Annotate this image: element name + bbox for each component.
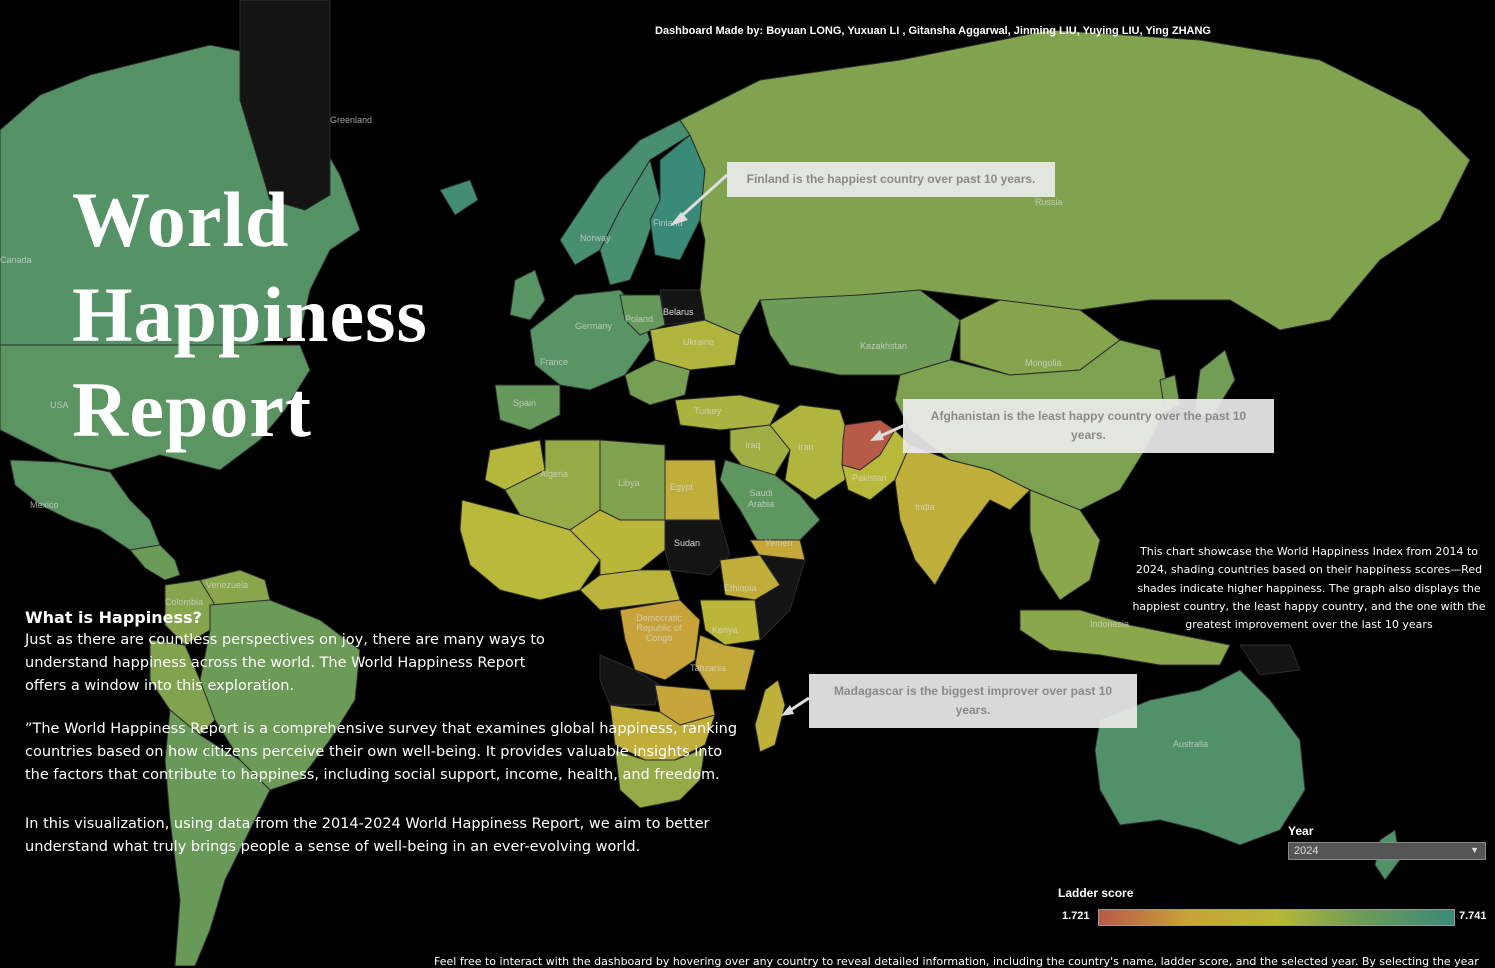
country-se-asia[interactable] [1029, 489, 1101, 601]
legend-color-ramp [1098, 909, 1455, 926]
country-kazakhstan[interactable] [759, 289, 961, 376]
country-libya[interactable] [599, 439, 666, 521]
year-filter-label: Year [1288, 824, 1314, 838]
country-sudan[interactable] [664, 519, 731, 576]
country-angola[interactable] [599, 654, 661, 706]
chart-description: This chart showcase the World Happiness … [1132, 545, 1486, 632]
country-south-america-south[interactable] [164, 709, 271, 966]
country-kenya[interactable] [699, 599, 761, 646]
title-line: World [72, 176, 290, 263]
country-central-america[interactable] [129, 544, 181, 581]
finland-arrow [673, 173, 729, 224]
country-drc[interactable] [619, 599, 701, 681]
madagascar-arrowhead [781, 705, 794, 716]
country-russia[interactable] [679, 29, 1471, 336]
dashboard-credits: Dashboard Made by: Boyuan LONG, Yuxuan L… [655, 25, 1211, 37]
country-norway[interactable] [559, 119, 691, 266]
country-greenland[interactable] [239, 0, 331, 211]
intro-paragraph: In this visualization, using data from t… [25, 816, 710, 855]
country-uk[interactable] [509, 269, 546, 321]
country-southern-africa[interactable] [609, 704, 716, 761]
page-title: World Happiness Report [72, 172, 428, 457]
country-iran[interactable] [769, 404, 851, 501]
country-tanzania[interactable] [694, 634, 756, 691]
intro-heading: What is Happiness? [25, 608, 202, 627]
country-usa[interactable] [0, 344, 311, 471]
country-spain[interactable] [494, 384, 561, 431]
legend-min-value: 1.721 [1062, 910, 1090, 922]
madagascar-callout: Madagascar is the biggest improver over … [809, 674, 1137, 728]
country-west-africa[interactable] [459, 499, 601, 601]
country-australia[interactable] [1094, 669, 1306, 846]
country-india[interactable] [894, 444, 1031, 586]
afghanistan-arrowhead [870, 430, 884, 441]
chevron-down-icon: ▼ [1470, 845, 1479, 855]
legend-max-value: 7.741 [1459, 910, 1487, 922]
finland-callout: Finland is the happiest country over pas… [727, 162, 1055, 197]
footer-note: Feel free to interact with the dashboard… [434, 955, 1479, 968]
legend-title: Ladder score [1058, 886, 1134, 900]
finland-arrowhead [670, 212, 688, 226]
country-indonesia[interactable] [1019, 609, 1231, 666]
country-belarus[interactable] [659, 289, 706, 326]
country-egypt[interactable] [664, 459, 721, 521]
country-balkans[interactable] [624, 359, 691, 406]
country-iceland[interactable] [439, 179, 479, 216]
year-dropdown-value: 2024 [1294, 845, 1319, 857]
intro-section: What is Happiness? Just as there are cou… [25, 607, 737, 859]
intro-paragraph: Just as there are countless perspectives… [25, 632, 545, 694]
intro-paragraph: ”The World Happiness Report is a compreh… [25, 721, 738, 783]
afghanistan-callout: Afghanistan is the least happy country o… [903, 399, 1274, 453]
country-madagascar[interactable] [754, 679, 786, 753]
year-dropdown[interactable]: 2024 ▼ [1288, 842, 1486, 860]
country-west-europe[interactable] [529, 289, 651, 391]
title-line: Happiness [72, 271, 428, 358]
country-brazil[interactable] [199, 599, 361, 791]
country-central-africa[interactable] [579, 569, 681, 611]
country-peru[interactable] [149, 639, 216, 736]
country-png[interactable] [1239, 644, 1301, 676]
title-line: Report [72, 366, 312, 453]
country-south-africa[interactable] [614, 747, 706, 809]
